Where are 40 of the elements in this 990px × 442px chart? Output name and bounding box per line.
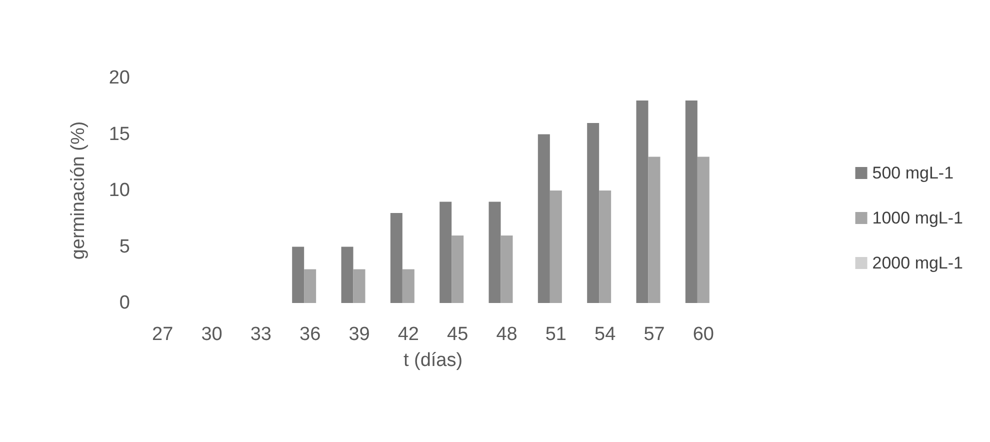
bar: [550, 190, 562, 303]
x-axis-title: t (días): [403, 350, 463, 371]
legend-label: 500 mgL-1: [872, 164, 954, 182]
y-tick-label: 0: [119, 292, 130, 314]
y-axis-title: germinación (%): [68, 121, 89, 260]
bar: [685, 100, 698, 303]
y-tick-label: 5: [119, 236, 130, 258]
bar: [587, 123, 600, 303]
bar: [440, 202, 452, 303]
bar: [500, 236, 513, 303]
bar: [697, 156, 710, 303]
bar: [304, 269, 316, 303]
x-tick-label: 33: [250, 324, 272, 345]
legend-label: 2000 mgL-1: [872, 254, 964, 272]
bar: [636, 100, 648, 303]
x-tick-label: 57: [644, 324, 665, 345]
x-tick-label: 30: [201, 324, 222, 345]
x-tick-label: 60: [692, 324, 714, 345]
x-tick-label: 42: [398, 324, 419, 345]
bar: [599, 190, 612, 303]
bar: [538, 134, 550, 303]
y-tick-label: 20: [108, 68, 130, 88]
x-tick-label: 36: [300, 324, 321, 345]
x-tick-label: 48: [496, 324, 518, 345]
x-tick-label: 45: [447, 324, 468, 345]
x-tick-label: 27: [152, 324, 174, 345]
bar: [341, 246, 354, 303]
bar: [488, 202, 501, 303]
x-tick-label: 54: [594, 324, 616, 345]
bar: [353, 269, 366, 303]
bar: [452, 236, 464, 303]
y-tick-label: 15: [108, 124, 130, 145]
x-tick-label: 51: [545, 324, 566, 345]
bar: [402, 269, 414, 303]
legend-label: 1000 mgL-1: [872, 208, 964, 228]
bar: [390, 213, 402, 303]
bar: [648, 156, 660, 303]
x-tick-label: 39: [348, 324, 370, 345]
bar: [292, 246, 304, 303]
y-tick-label: 10: [108, 180, 130, 201]
